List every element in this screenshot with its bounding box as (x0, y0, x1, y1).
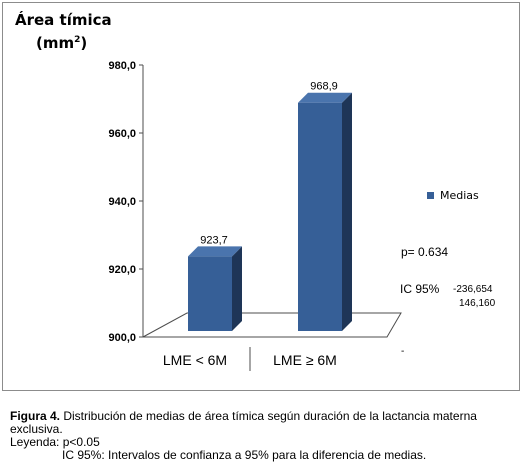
bar-side (232, 246, 242, 331)
ic-low-value: -236,654 (453, 284, 493, 295)
p-value: p= 0.634 (401, 245, 449, 259)
caption-ic-line: IC 95%: Intervalos de confianza a 95% pa… (62, 448, 427, 462)
y-axis-unit: (mm2) (36, 34, 87, 52)
figure-text: Distribución de medias de área tímica se… (10, 409, 477, 436)
bar (188, 256, 232, 331)
y-axis-title: Área tímica (15, 11, 112, 29)
y-tick-label: 960,0 (108, 128, 136, 140)
bar (298, 102, 342, 332)
y-tick-label: 980,0 (108, 60, 136, 72)
x-category-label: LME < 6M (163, 352, 227, 368)
legend: Medias (427, 189, 479, 202)
y-tick-label: 900,0 (108, 332, 136, 344)
ic-high-value: 146,160 (459, 298, 496, 309)
y-tick-label: 940,0 (108, 196, 136, 208)
legend-label: Medias (440, 189, 479, 202)
y-axis-unit-close: ) (80, 34, 88, 52)
caption-title: Figura 4. Distribución de medias de área… (10, 410, 520, 436)
x-category-label: LME ≥ 6M (273, 352, 337, 368)
bar-chart: 900,0 920,0 940,0 960,0 980,0 923,7 968,9 LME <… (108, 60, 402, 371)
bar-side (342, 92, 352, 332)
ic-label: IC 95% (400, 282, 440, 296)
figure-label: Figura 4. (10, 409, 61, 423)
y-axis-unit-exponent: 2 (74, 35, 81, 45)
dash-mark: - (401, 346, 405, 357)
figure-caption: Figura 4. Distribución de medias de área… (10, 410, 520, 462)
bar-value-label: 923,7 (200, 234, 228, 246)
bar-top (188, 246, 242, 257)
y-axis-unit-base: (mm (36, 34, 75, 52)
legend-swatch (427, 192, 434, 199)
chart-frame: 900,0 920,0 940,0 960,0 980,0 923,7 968,9 LME <… (2, 2, 520, 391)
bar-value-label: 968,9 (310, 81, 338, 93)
chart-floor (142, 312, 402, 338)
caption-legend-line: Leyenda: p<0.05 (10, 435, 100, 449)
bar-top (298, 92, 352, 103)
y-tick-label: 920,0 (108, 264, 136, 276)
